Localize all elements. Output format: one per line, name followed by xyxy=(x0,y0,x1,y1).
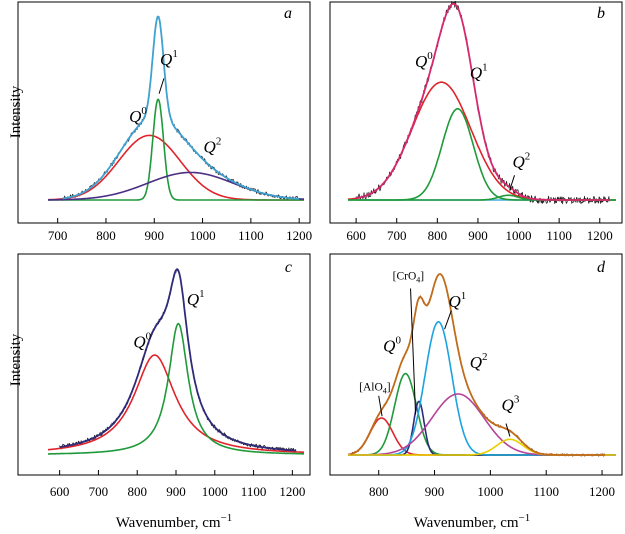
peak-label: Q1 xyxy=(160,48,178,69)
peak-label: Q3 xyxy=(502,394,520,415)
x-tick-label: 700 xyxy=(89,484,109,499)
series-fit xyxy=(355,2,611,201)
x-tick-label: 1200 xyxy=(286,228,312,243)
x-tick-label: 1100 xyxy=(533,484,559,499)
peak-label: [AlO4] xyxy=(359,381,390,395)
label-leader xyxy=(444,310,452,330)
panel-frame xyxy=(17,253,311,476)
x-tick-label: 600 xyxy=(50,484,70,499)
peak-label: Q0 xyxy=(129,105,147,126)
x-tick-label: 1000 xyxy=(202,484,228,499)
x-tick-label: 1000 xyxy=(477,484,503,499)
panel-letter: c xyxy=(285,259,292,276)
peak-label: [CrO4] xyxy=(393,270,424,284)
peak-label: Q2 xyxy=(204,136,222,157)
peak-label: Q0 xyxy=(415,50,433,71)
x-tick-label: 600 xyxy=(346,228,366,243)
label-leader xyxy=(509,175,515,191)
series-q2 xyxy=(47,171,305,201)
x-tick-label: 1200 xyxy=(279,484,305,499)
peak-label: Q2 xyxy=(470,351,488,372)
label-leader xyxy=(378,395,383,417)
panel-a: 700 800 900 1000 1100 1200 a Q0 Q1 Q2 xyxy=(17,1,312,243)
series-q1 xyxy=(47,322,305,455)
x-tick-label: 700 xyxy=(48,228,68,243)
panel-d: 800 900 1000 1100 1200 d [AlO4] Q0 [CrO4] Q1 Q2 Q3 xyxy=(329,253,623,499)
series-q1 xyxy=(47,98,305,201)
panel-letter: d xyxy=(597,259,606,276)
series-cro4 xyxy=(347,400,617,456)
label-leader xyxy=(410,288,417,415)
x-tick-label: 900 xyxy=(145,228,165,243)
label-leader xyxy=(158,78,165,94)
x-tick-label: 900 xyxy=(425,484,445,499)
x-axis-label-right: Wavenumber, cm−1 xyxy=(414,512,531,531)
peak-label: Q0 xyxy=(383,334,401,355)
x-tick-label: 1000 xyxy=(506,228,532,243)
x-tick-label: 800 xyxy=(369,484,389,499)
series-fit xyxy=(350,273,606,456)
panel-letter: a xyxy=(284,5,292,22)
x-tick-label: 900 xyxy=(166,484,186,499)
panel-frame xyxy=(329,253,623,476)
x-tick-label: 1200 xyxy=(587,228,613,243)
x-tick-label: 900 xyxy=(468,228,488,243)
panel-b: 600 700 800 900 1000 1100 1200 b Q0 Q1 Q2 xyxy=(329,0,623,243)
label-leader xyxy=(505,423,511,437)
peak-label: Q2 xyxy=(512,151,530,172)
series-fit xyxy=(62,15,300,200)
peak-label: Q0 xyxy=(133,331,151,352)
y-axis-label-bottom: Intensity xyxy=(8,333,24,386)
x-tick-label: 1200 xyxy=(589,484,615,499)
peak-label: Q1 xyxy=(449,290,467,311)
series-q0 xyxy=(47,354,305,454)
x-tick-label: 700 xyxy=(387,228,407,243)
x-tick-label: 800 xyxy=(127,484,147,499)
panel-frame xyxy=(17,1,311,224)
panel-frame xyxy=(329,1,623,224)
panel-c: 600 700 800 900 1000 1100 1200 c Q0 Q1 xyxy=(17,253,311,499)
panel-letter: b xyxy=(597,5,605,22)
x-tick-label: 1000 xyxy=(190,228,216,243)
y-axis-label-top: Intensity xyxy=(8,85,24,138)
x-tick-label: 1100 xyxy=(241,484,267,499)
peak-label: Q1 xyxy=(470,61,488,82)
series-q0 xyxy=(347,81,617,201)
peak-label: Q1 xyxy=(187,288,205,309)
series-measured xyxy=(59,268,297,452)
series-alo4 xyxy=(347,417,617,456)
x-axis-label-left: Wavenumber, cm−1 xyxy=(116,512,233,531)
x-tick-label: 1100 xyxy=(238,228,264,243)
x-tick-label: 800 xyxy=(428,228,448,243)
x-tick-label: 1100 xyxy=(546,228,572,243)
series-fit xyxy=(59,268,297,452)
x-tick-label: 800 xyxy=(96,228,116,243)
